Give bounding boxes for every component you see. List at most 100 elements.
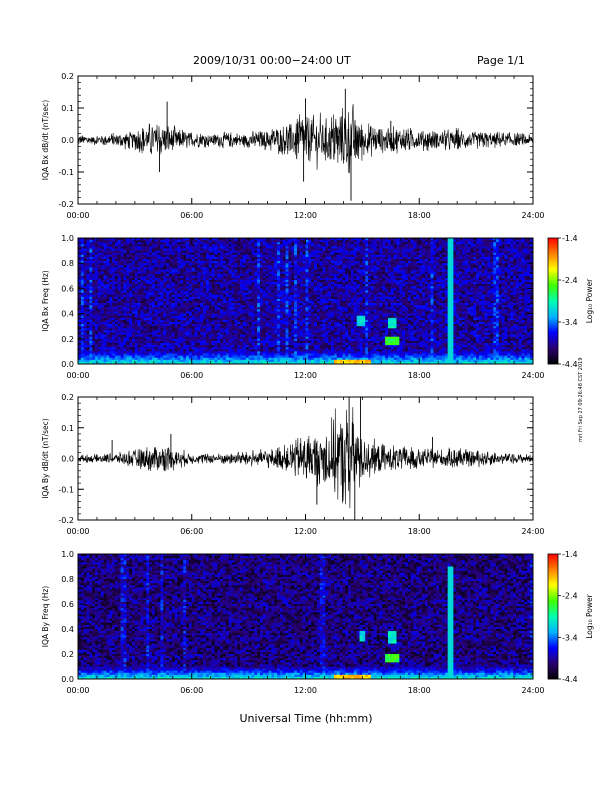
spectrogram-cell	[166, 273, 170, 277]
spectrogram-cell	[262, 340, 266, 344]
spectrogram-cell	[200, 347, 204, 350]
spectrogram-cell	[186, 301, 190, 304]
spectrogram-cell	[174, 280, 178, 283]
spectrogram-cell	[260, 347, 264, 350]
spectrogram-cell	[126, 357, 130, 361]
spectrogram-cell	[186, 275, 190, 279]
spectrogram-cell	[305, 298, 309, 302]
spectrogram-cell	[89, 280, 93, 283]
spectrogram-cell	[117, 336, 121, 340]
spectrogram-cell	[191, 347, 195, 350]
spectrogram-cell	[112, 284, 116, 287]
spectrogram-cell	[237, 254, 241, 258]
spectrogram-cell	[114, 330, 119, 333]
spectrogram-cell	[308, 254, 312, 258]
spectrogram-cell	[225, 280, 230, 283]
spectrogram-cell	[92, 326, 96, 329]
spectrogram-cell	[225, 334, 230, 337]
spectrogram-cell	[129, 240, 133, 243]
spectrogram-cell	[123, 338, 127, 342]
spectrogram-cell	[78, 290, 82, 293]
spectrogram-cell	[171, 275, 175, 279]
spectrogram-cell	[103, 338, 107, 342]
spectrogram-cell	[151, 294, 156, 298]
spectrogram-cell	[160, 292, 164, 295]
spectrogram-cell	[109, 328, 113, 331]
spectrogram-cell	[217, 240, 221, 243]
spectrogram-cell	[169, 256, 173, 260]
spectrogram-cell	[288, 286, 292, 289]
spectrogram-cell	[223, 347, 227, 350]
spectrogram-cell	[251, 315, 255, 319]
spectrogram-cell	[183, 322, 187, 325]
spectrogram-cell	[134, 357, 139, 361]
spectrogram-cell	[83, 355, 87, 358]
spectrogram-cell	[271, 355, 275, 358]
spectrogram-cell	[157, 267, 161, 270]
spectrogram-cell	[214, 349, 218, 352]
spectrogram-cell	[277, 284, 281, 287]
spectrogram-cell	[92, 254, 96, 258]
spectrogram-cell	[103, 273, 107, 277]
spectrogram-cell	[186, 263, 190, 266]
spectrogram-cell	[234, 275, 238, 279]
spectrogram-cell	[277, 238, 281, 241]
spectrogram-cell	[169, 263, 173, 266]
spectrogram-cell	[78, 244, 82, 247]
spectrogram-cell	[83, 349, 87, 352]
spectrogram-cell	[154, 301, 158, 304]
spectrogram-cell	[302, 361, 306, 365]
spectrogram-cell	[277, 313, 281, 316]
spectrogram-cell	[140, 271, 144, 274]
spectrogram-cell	[134, 315, 139, 319]
spectrogram-cell	[78, 248, 82, 251]
spectrogram-cell	[197, 263, 201, 266]
spectrogram-cell	[149, 309, 153, 312]
spectrogram-cell	[149, 359, 153, 363]
spectrogram-cell	[97, 309, 102, 312]
spectrogram-cell	[211, 292, 215, 295]
spectrogram-cell	[117, 298, 121, 302]
spectrogram-cell	[294, 263, 298, 266]
spectrogram-cell	[112, 246, 116, 249]
spectrogram-cell	[132, 273, 136, 277]
spectrogram-cell	[154, 263, 158, 266]
spectrogram-cell	[154, 277, 158, 281]
spectrogram-cell	[169, 326, 173, 329]
spectrogram-cell	[291, 246, 295, 249]
spectrogram-cell	[95, 326, 99, 329]
spectrogram-cell	[89, 301, 93, 304]
spectrogram-cell	[274, 326, 278, 329]
spectrogram-cell	[169, 349, 173, 352]
spectrogram-cell	[220, 284, 224, 287]
spectrogram-cell	[245, 280, 249, 283]
spectrogram-cell	[296, 305, 301, 308]
spectrogram-cell	[203, 361, 207, 365]
spectrogram-cell	[288, 309, 292, 312]
spectrogram-cell	[205, 242, 210, 245]
spectrogram-cell	[282, 303, 286, 306]
spectrogram-cell	[228, 326, 232, 329]
spectrogram-cell	[208, 332, 212, 335]
spectrogram-cell	[78, 336, 82, 340]
spectrogram-cell	[92, 332, 96, 335]
spectrogram-cell	[208, 271, 212, 274]
spectrogram-cell	[248, 340, 252, 344]
spectrogram-cell	[166, 353, 170, 356]
spectrogram-cell	[174, 334, 178, 337]
spectrogram-cell	[299, 294, 303, 298]
spectrogram-cell	[262, 250, 266, 253]
spectrogram-cell	[151, 313, 156, 316]
spectrogram-cell	[234, 353, 238, 356]
spectrogram-cell	[214, 315, 218, 319]
spectrogram-cell	[134, 355, 139, 358]
spectrogram-cell	[220, 311, 224, 314]
spectrogram-cell	[160, 317, 164, 321]
spectrogram-cell	[240, 301, 244, 304]
spectrogram-cell	[277, 328, 281, 331]
spectrogram-cell	[279, 361, 284, 365]
spectrogram-cell	[262, 322, 266, 325]
spectrogram-cell	[271, 317, 275, 321]
spectrogram-cell	[299, 280, 303, 283]
spectrogram-cell	[89, 273, 93, 277]
